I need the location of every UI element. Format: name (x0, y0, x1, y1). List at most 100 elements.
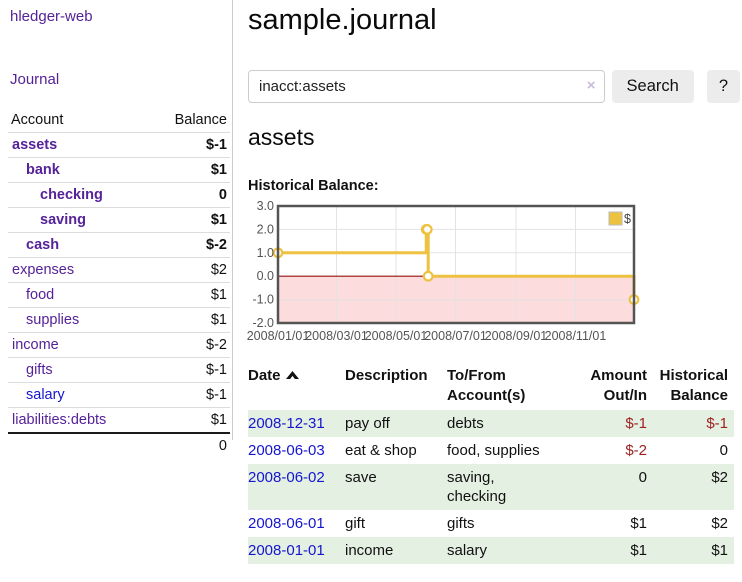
transaction-row[interactable]: 2008-06-02 save saving, checking 0 $2 (248, 464, 734, 510)
svg-text:-1.0: -1.0 (252, 293, 274, 307)
account-link[interactable]: gifts (26, 362, 53, 378)
account-row: bank $1 (8, 157, 230, 183)
accounts-total-value: 0 (148, 432, 230, 458)
account-balance: $1 (148, 207, 230, 233)
svg-text:2008/03/01: 2008/03/01 (305, 329, 368, 343)
account-balance: $-1 (148, 357, 230, 383)
account-row: assets $-1 (8, 132, 230, 158)
transaction-description: income (345, 542, 394, 559)
transaction-balance: $2 (711, 469, 728, 486)
main-content: sample.journal × Search ? assets Histori… (247, 0, 740, 564)
svg-text:$: $ (624, 212, 631, 226)
register-col-date[interactable]: Date (248, 364, 345, 410)
account-link[interactable]: supplies (26, 312, 80, 328)
register-header-row: Date Description To/From Account(s) Amou… (248, 364, 734, 410)
svg-text:2008/09/01: 2008/09/01 (485, 329, 548, 343)
transaction-accounts: gifts (447, 515, 475, 532)
historical-balance-chart[interactable]: $3.0 2.0 1.0 0.0 -1.0 -2.0 2008/01/01 2008/03/0… (247, 199, 648, 347)
svg-text:2008/05/01: 2008/05/01 (365, 329, 428, 343)
account-balance: $1 (148, 157, 230, 183)
accounts-rows: assets $-1 bank $1 checking 0 saving $1 cash $-2 e… (8, 132, 230, 458)
account-link[interactable]: bank (26, 162, 60, 178)
account-balance: $1 (148, 307, 230, 333)
account-row: gifts $-1 (8, 357, 230, 383)
account-balance: $1 (148, 407, 230, 433)
register-col-accounts: To/From Account(s) (447, 367, 526, 404)
transaction-date-link[interactable]: 2008-06-01 (248, 515, 325, 532)
search-input[interactable] (248, 70, 605, 103)
account-row: supplies $1 (8, 307, 230, 333)
account-row: salary $-1 (8, 382, 230, 408)
transaction-date-link[interactable]: 2008-01-01 (248, 542, 325, 559)
account-balance: $-1 (148, 132, 230, 158)
account-link[interactable]: salary (26, 387, 65, 403)
register-col-description: Description (345, 367, 428, 384)
account-link[interactable]: liabilities:debts (12, 412, 107, 428)
account-link[interactable]: food (26, 287, 55, 303)
transaction-balance: 0 (719, 442, 728, 459)
account-link[interactable]: expenses (12, 262, 75, 278)
transaction-balance: $1 (711, 542, 728, 559)
search-button[interactable]: Search (611, 70, 694, 103)
account-balance: $-2 (148, 332, 230, 358)
svg-text:-2.0: -2.0 (252, 316, 274, 330)
svg-text:3.0: 3.0 (257, 199, 274, 213)
transaction-balance: $2 (711, 515, 728, 532)
accounts-col-balance: Balance (174, 112, 227, 128)
transaction-row[interactable]: 2008-01-01 income salary $1 $1 (248, 537, 734, 564)
transaction-accounts: saving, checking (447, 469, 507, 505)
svg-text:1.0: 1.0 (257, 246, 274, 260)
transaction-date-link[interactable]: 2008-12-31 (248, 415, 325, 432)
account-row: checking 0 (8, 182, 230, 208)
transaction-amount: $-2 (625, 442, 647, 459)
transaction-description: save (345, 469, 377, 486)
account-row: expenses $2 (8, 257, 230, 283)
transaction-balance: $-1 (706, 415, 728, 432)
transaction-amount: $1 (630, 515, 647, 532)
transaction-accounts: food, supplies (447, 442, 540, 459)
sort-asc-icon (285, 371, 299, 379)
search-row: × Search ? (248, 70, 740, 103)
transaction-accounts: debts (447, 415, 484, 432)
clear-search-icon[interactable]: × (586, 77, 596, 94)
account-link[interactable]: checking (40, 187, 103, 203)
register-rows: 2008-12-31 pay off debts $-1 $-1 2008-06-03 ea… (248, 410, 734, 564)
account-link[interactable]: cash (26, 237, 60, 253)
account-balance: $-1 (148, 382, 230, 408)
svg-text:2008/01/01: 2008/01/01 (247, 329, 310, 343)
chart-title: Historical Balance: (248, 178, 379, 194)
account-balance: $-2 (148, 232, 230, 258)
account-row: cash $-2 (8, 232, 230, 258)
transaction-date-link[interactable]: 2008-06-02 (248, 469, 325, 486)
transaction-description: gift (345, 515, 366, 532)
transaction-row[interactable]: 2008-12-31 pay off debts $-1 $-1 (248, 410, 734, 437)
account-link[interactable]: income (12, 337, 59, 353)
account-heading: assets (248, 124, 315, 150)
register-col-amount: Amount Out/In (590, 367, 647, 404)
account-link[interactable]: assets (12, 137, 58, 153)
account-row: food $1 (8, 282, 230, 308)
transaction-description: eat & shop (345, 442, 417, 459)
help-button[interactable]: ? (706, 70, 740, 103)
svg-text:2.0: 2.0 (257, 222, 274, 236)
transaction-row[interactable]: 2008-06-03 eat & shop food, supplies $-2 0 (248, 437, 734, 464)
transaction-date-link[interactable]: 2008-06-03 (248, 442, 325, 459)
svg-text:0.0: 0.0 (257, 269, 274, 283)
transaction-amount: $1 (630, 542, 647, 559)
account-row: saving $1 (8, 207, 230, 233)
page-title: sample.journal (248, 4, 437, 36)
account-row: liabilities:debts $1 (8, 407, 230, 433)
transaction-description: pay off (345, 415, 390, 432)
sidebar-item-journal[interactable]: Journal (10, 71, 60, 88)
transaction-accounts: salary (447, 542, 488, 559)
sidebar: hledger-web Journal Account Balance asse… (0, 0, 233, 458)
account-balance: $2 (148, 257, 230, 283)
transaction-amount: $-1 (625, 415, 647, 432)
account-balance: 0 (148, 182, 230, 208)
transaction-row[interactable]: 2008-06-01 gift gifts $1 $2 (248, 510, 734, 537)
account-link[interactable]: saving (40, 212, 86, 228)
register-col-balance: Historical Balance (659, 367, 728, 404)
register-table: Date Description To/From Account(s) Amou… (248, 364, 734, 564)
svg-text:2008/07/01: 2008/07/01 (424, 329, 487, 343)
app-brand-link[interactable]: hledger-web (10, 8, 93, 25)
